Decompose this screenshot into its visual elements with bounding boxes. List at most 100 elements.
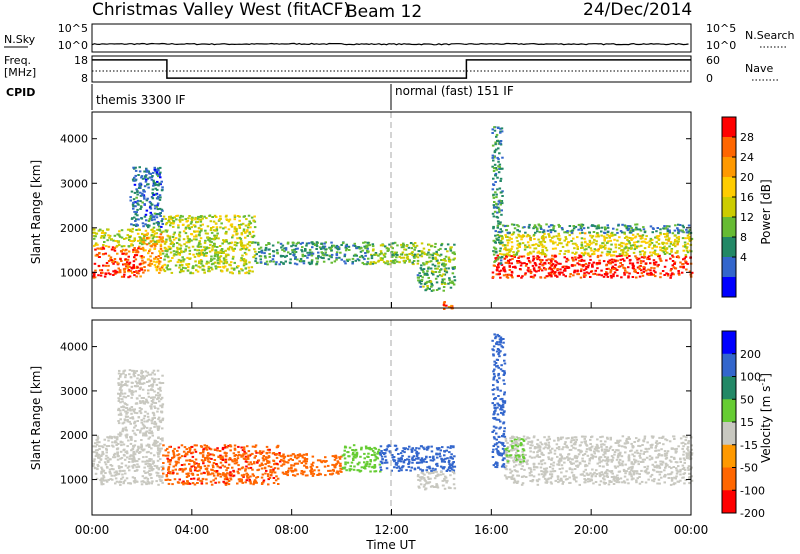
power-data-point (207, 265, 211, 268)
velocity-data-point (131, 459, 135, 462)
power-data-point (139, 208, 142, 210)
velocity-data-point (244, 469, 247, 472)
power-data-point (133, 237, 136, 240)
power-data-point (494, 181, 497, 183)
power-data-point (147, 183, 150, 186)
velocity-data-point (166, 478, 170, 481)
power-data-point (147, 186, 150, 189)
power-data-point (153, 168, 156, 171)
power-data-point (560, 227, 564, 229)
power-data-point (411, 251, 414, 254)
power-data-point (118, 230, 121, 233)
velocity-data-point (289, 457, 293, 460)
velocity-data-point (162, 454, 165, 457)
power-data-point (443, 273, 447, 276)
power-data-point (627, 266, 630, 269)
power-data-point (505, 224, 508, 227)
power-data-point (547, 275, 550, 278)
velocity-data-point (148, 380, 151, 383)
power-data-point (537, 256, 541, 259)
power-data-point (155, 221, 159, 224)
power-data-point (153, 215, 156, 218)
power-data-point (257, 243, 260, 246)
power-data-point (649, 225, 653, 228)
power-data-point (156, 180, 159, 183)
power-data-point (519, 261, 522, 264)
power-data-point (168, 237, 172, 240)
velocity-data-point (152, 398, 155, 401)
power-data-point (224, 265, 227, 268)
velocity-data-point (360, 446, 363, 449)
velocity-data-point (146, 420, 149, 423)
power-data-point (606, 233, 609, 236)
velocity-data-point (103, 438, 106, 441)
power-data-point (158, 198, 162, 201)
velocity-data-point (138, 387, 142, 390)
power-data-point (612, 254, 616, 257)
power-data-point (216, 232, 219, 235)
power-data-point (534, 247, 538, 250)
velocity-data-point (180, 464, 184, 466)
power-data-point (141, 192, 144, 195)
power-data-point (110, 248, 114, 251)
velocity-data-point (223, 444, 227, 447)
power-data-point (146, 169, 149, 172)
power-data-point (516, 229, 519, 232)
power-data-point (588, 239, 592, 242)
velocity-data-point (120, 391, 123, 394)
power-data-point (497, 266, 500, 269)
velocity-data-point (417, 466, 420, 469)
power-data-point (635, 247, 638, 249)
power-data-point (184, 248, 187, 251)
power-data-point (209, 243, 212, 246)
velocity-data-point (442, 458, 446, 461)
power-data-point (628, 231, 632, 234)
power-data-point (494, 247, 497, 250)
velocity-data-point (416, 453, 419, 456)
power-data-point (400, 256, 403, 259)
power-data-point (615, 255, 619, 258)
power-data-point (593, 253, 596, 255)
power-data-point (164, 247, 168, 250)
power-data-point (653, 250, 656, 253)
power-data-point (227, 242, 230, 245)
power-data-point (493, 163, 497, 166)
power-data-point (251, 230, 255, 233)
velocity-data-point (142, 397, 145, 399)
power-data-point (171, 236, 175, 238)
power-data-point (426, 273, 429, 276)
velocity-data-point (112, 445, 115, 448)
power-data-point (498, 152, 501, 155)
velocity-data-point (139, 429, 142, 432)
power-data-point (547, 225, 551, 228)
power-data-point (182, 230, 186, 233)
power-data-point (685, 249, 689, 252)
power-data-point (539, 243, 543, 246)
velocity-data-point (241, 474, 245, 477)
power-data-point (305, 242, 309, 245)
power-data-point (240, 242, 243, 245)
velocity-data-point (137, 447, 140, 450)
power-data-point (638, 265, 641, 268)
power-data-point (508, 265, 512, 268)
power-data-point (156, 173, 159, 176)
power-data-point (294, 256, 297, 259)
power-data-point (668, 225, 671, 228)
velocity-data-point (151, 377, 154, 380)
power-data-point (317, 254, 320, 257)
power-data-point (177, 226, 180, 229)
velocity-data-point (423, 448, 426, 451)
power-data-point (360, 246, 363, 249)
velocity-data-point (145, 451, 149, 454)
velocity-data-point (412, 455, 416, 458)
power-data-point (104, 264, 108, 267)
power-data-point (445, 304, 448, 307)
velocity-data-point (169, 459, 172, 462)
power-data-point (371, 243, 375, 246)
velocity-data-point (230, 473, 233, 476)
power-data-point (259, 258, 262, 261)
power-data-point (505, 254, 508, 257)
velocity-data-point (278, 454, 281, 456)
power-data-point (501, 156, 504, 159)
power-data-point (393, 262, 396, 265)
